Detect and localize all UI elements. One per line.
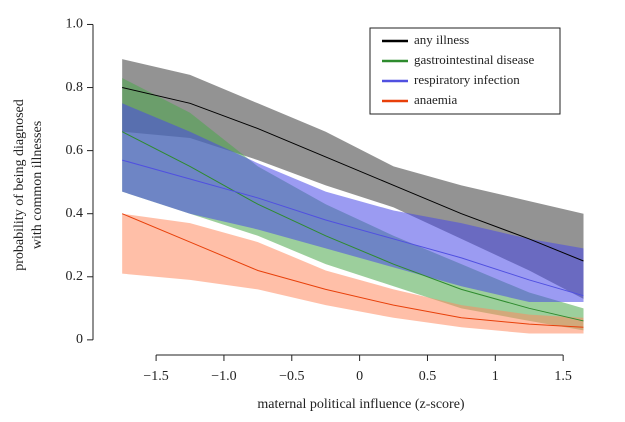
x-tick-label: −0.5 [279,369,304,384]
y-tick-label: 0.4 [66,206,84,221]
legend-label: gastrointestinal disease [414,52,534,67]
x-tick-label: 0.5 [419,369,437,384]
y-tick-label: 0.6 [66,143,84,158]
y-tick-label: 0.2 [66,269,84,284]
legend-label: anaemia [414,92,458,107]
y-tick-label: 1.0 [66,17,84,32]
y-tick-label: 0.8 [66,80,84,95]
x-tick-label: 1 [492,369,499,384]
series-line [122,159,584,297]
x-axis-label: maternal political influence (z-score) [257,397,465,412]
series-line [122,87,584,262]
series-line [121,213,584,328]
x-tick-label: 1.5 [554,369,572,384]
legend-label: respiratory infection [414,72,520,87]
confidence-band [122,213,584,334]
y-tick-label: 0 [76,332,83,347]
y-axis-label: with common illnesses [30,121,45,249]
series-line [121,131,584,322]
legend-box [369,27,561,115]
x-tick-label: −1.0 [211,369,236,384]
legend-label: any illness [414,32,469,47]
x-tick-label: 0 [356,369,363,384]
confidence-band [122,103,584,303]
y-axis-label: probability of being diagnosed [12,99,27,270]
x-tick-label: −1.5 [143,369,168,384]
